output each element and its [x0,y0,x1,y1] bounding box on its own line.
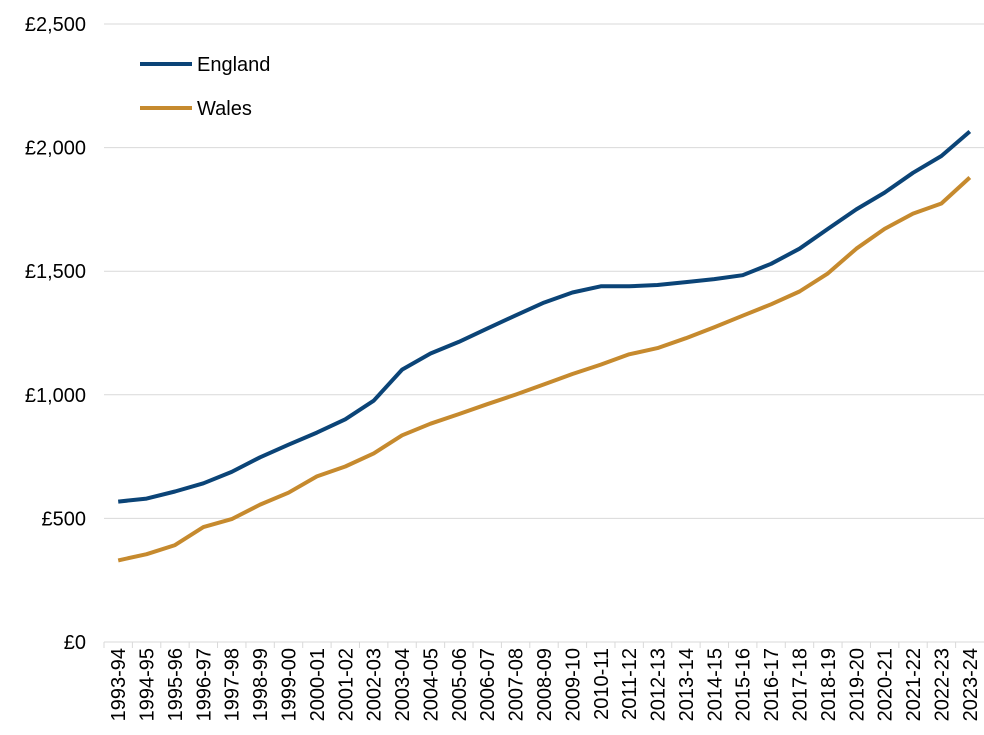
x-tick-label: 2013-14 [676,648,698,721]
x-tick-label: 1993-94 [108,648,130,721]
y-tick-label: £2,000 [25,138,86,160]
y-tick-label: £1,500 [25,261,86,283]
x-tick-label: 1995-96 [165,648,187,721]
x-tick-label: 2000-01 [307,648,329,721]
x-tick-label: 2017-18 [789,648,811,721]
x-tick-label: 2021-22 [903,648,925,721]
x-tick-label: 2002-03 [364,648,386,721]
x-tick-label: 2001-02 [335,648,357,721]
x-tick-label: 1999-00 [279,648,301,721]
x-tick-label: 2019-20 [846,648,868,721]
x-tick-label: 2004-05 [420,648,442,721]
x-tick-label: 2016-17 [761,648,783,721]
x-tick-label: 2008-09 [534,648,556,721]
x-tick-label: 2020-21 [875,648,897,721]
x-tick-label: 2005-06 [449,648,471,721]
y-tick-label: £2,500 [25,14,86,36]
x-tick-label: 2007-08 [506,648,528,721]
x-tick-label: 2012-13 [648,648,670,721]
series-line [117,129,972,504]
x-tick-label: 2023-24 [960,648,982,721]
x-tick-label: 2015-16 [733,648,755,721]
legend-label: Wales [197,98,252,120]
x-tick-label: 2003-04 [392,648,414,721]
x-tick-label: 1998-99 [250,648,272,721]
x-tick-label: 1996-97 [193,648,215,721]
y-tick-label: £500 [42,508,87,530]
x-tick-label: 2009-10 [562,648,584,721]
x-tick-label: 2022-23 [931,648,953,721]
x-tick-label: 2011-12 [619,648,641,720]
legend-label: England [197,54,270,76]
x-tick-label: 2018-19 [818,648,840,721]
x-tick-label: 1997-98 [222,648,244,721]
x-tick-label: 2006-07 [477,648,499,721]
series-line [117,176,972,563]
x-tick-label: 2010-11 [591,648,613,720]
x-tick-label: 1994-95 [137,648,159,721]
x-tick-label: 2014-15 [704,648,726,721]
y-tick-label: £0 [64,632,86,654]
y-tick-label: £1,000 [25,385,86,407]
